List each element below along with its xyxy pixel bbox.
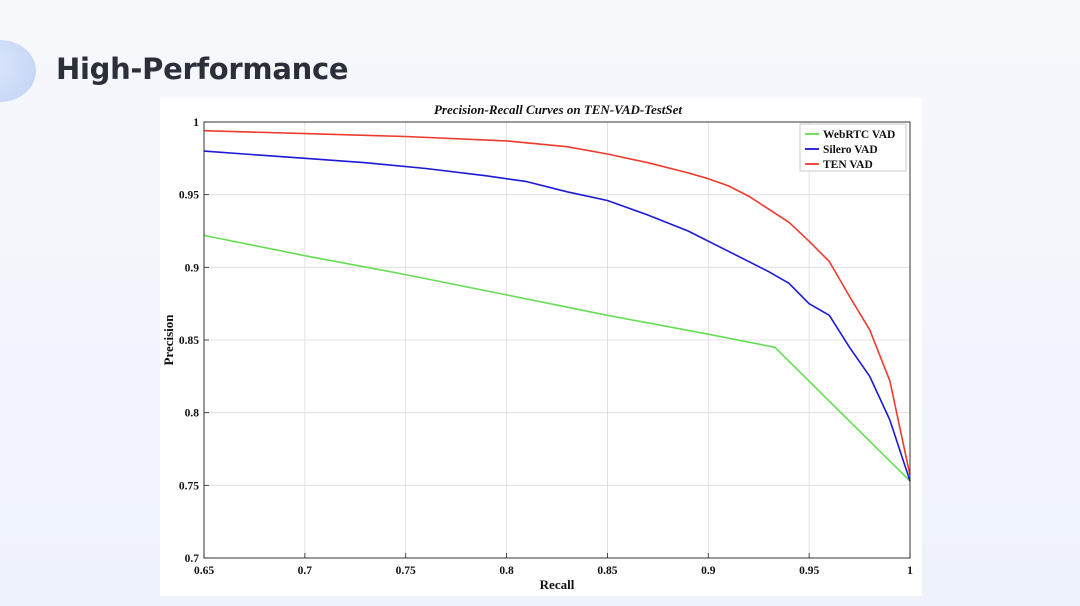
y-tick-label: 0.9 bbox=[185, 262, 200, 274]
legend-label-webrtc-vad: WebRTC VAD bbox=[823, 129, 895, 141]
chart-title: Precision-Recall Curves on TEN-VAD-TestS… bbox=[434, 102, 682, 117]
x-tick-label: 0.75 bbox=[396, 565, 416, 577]
slide-title: High-Performance bbox=[56, 52, 349, 86]
y-tick-label: 1 bbox=[193, 117, 199, 129]
axis-ticks: 0.65 0.7 0.75 0.8 0.85 0.9 0.95 10.70.750.80.85… bbox=[179, 117, 913, 577]
x-tick-label: 1 bbox=[907, 565, 913, 577]
series-lines bbox=[203, 129, 911, 482]
y-tick-label: 0.75 bbox=[179, 480, 199, 492]
legend: WebRTC VAD Silero VAD TEN VAD bbox=[799, 123, 907, 172]
x-tick-label: 0.95 bbox=[799, 565, 819, 577]
legend-label-silero-vad: Silero VAD bbox=[823, 144, 878, 156]
legend-label-ten-vad: TEN VAD bbox=[823, 159, 873, 171]
x-tick-label: 0.9 bbox=[701, 565, 716, 577]
x-axis-label: Recall bbox=[540, 577, 575, 592]
precision-recall-chart: Precision-Recall Curves on TEN-VAD-TestS… bbox=[161, 102, 913, 592]
x-tick-label: 0.85 bbox=[597, 565, 617, 577]
y-tick-label: 0.7 bbox=[185, 553, 200, 565]
x-tick-label: 0.7 bbox=[298, 565, 313, 577]
y-axis-label: Precision bbox=[161, 314, 176, 366]
series-line-ten-vad bbox=[203, 129, 911, 476]
y-tick-label: 0.85 bbox=[179, 335, 199, 347]
series-line-silero-vad bbox=[203, 150, 911, 482]
x-tick-label: 0.65 bbox=[194, 565, 214, 577]
series-line-webrtc-vad bbox=[203, 234, 911, 482]
grid bbox=[203, 121, 911, 559]
x-tick-label: 0.8 bbox=[499, 565, 514, 577]
chart-figure: Precision-Recall Curves on TEN-VAD-TestS… bbox=[160, 98, 922, 596]
y-tick-label: 0.95 bbox=[179, 190, 199, 202]
y-tick-label: 0.8 bbox=[185, 408, 200, 420]
decorative-circle bbox=[0, 40, 36, 102]
